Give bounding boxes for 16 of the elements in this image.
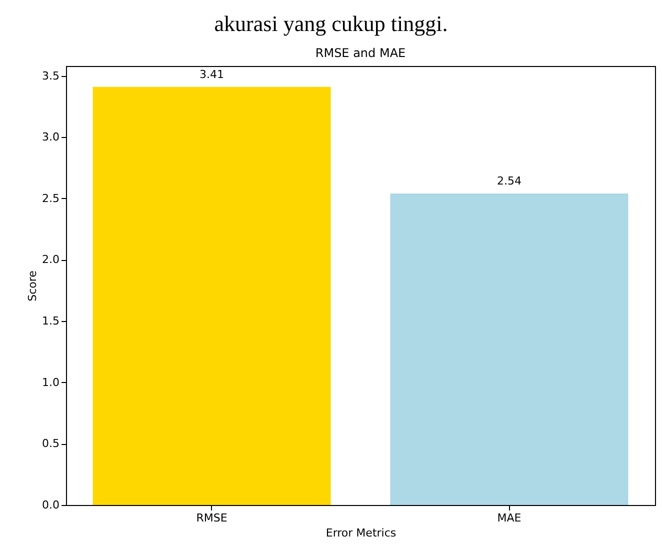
y-tick-label: 1.0 bbox=[42, 376, 60, 389]
y-tick-label: 3.0 bbox=[42, 130, 60, 144]
y-tick-label: 2.0 bbox=[42, 253, 60, 266]
y-axis-title: Score bbox=[26, 270, 40, 302]
text: akurasi yang cukup tinggi. bbox=[214, 11, 448, 36]
data-label: 2.54 bbox=[496, 174, 522, 188]
y-tick-label: 3.5 bbox=[42, 69, 60, 82]
data-label: 3.41 bbox=[200, 68, 224, 81]
x-tick-label: RMSE bbox=[196, 512, 228, 524]
y-tick-label: 0.5 bbox=[42, 437, 60, 450]
y-tick-label: 0.0 bbox=[42, 498, 60, 512]
x-axis-title: Error Metrics bbox=[326, 526, 396, 540]
x-tick-label: MAE bbox=[497, 512, 522, 524]
y-tick-label: 1.5 bbox=[42, 314, 60, 328]
y-tick-label: 2.5 bbox=[42, 192, 60, 205]
chart-title: RMSE and MAE bbox=[315, 46, 406, 60]
